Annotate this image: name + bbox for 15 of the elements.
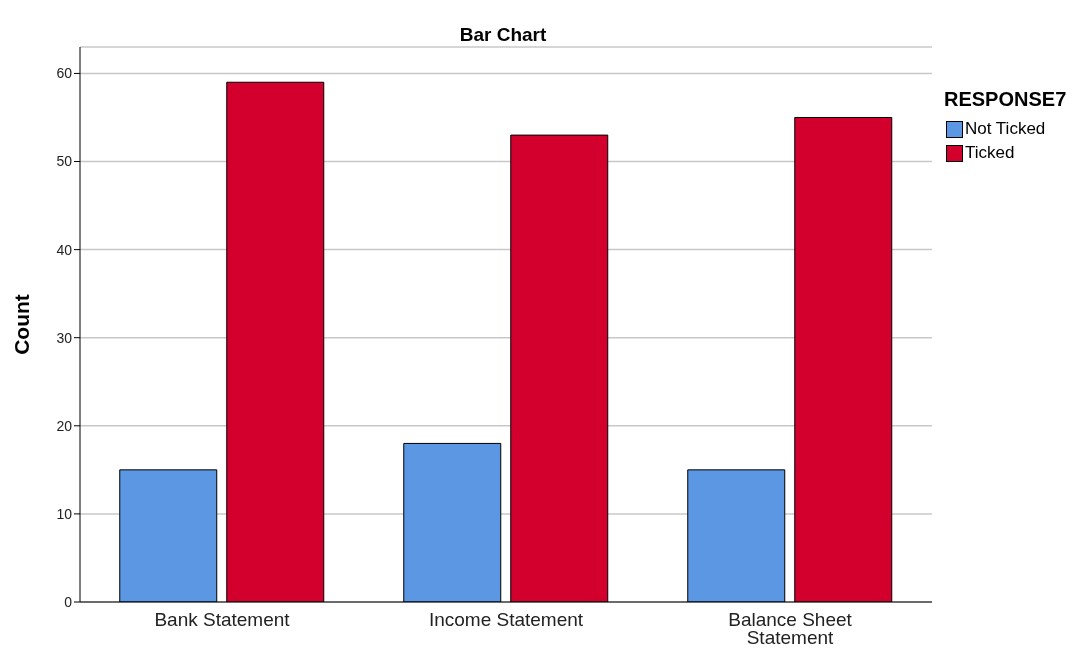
y-tick-label: 60 [56,65,73,82]
x-tick-label: Income Statement [428,609,584,630]
legend-title: RESPONSE7 [944,88,1067,111]
legend-label: Ticked [964,142,1016,164]
y-tick-label: 50 [56,153,73,170]
x-tick-label: Bank Statement [154,609,291,630]
chart-title: Bar Chart [458,24,548,46]
y-tick-label: 10 [56,505,73,522]
y-tick-label: 0 [64,593,73,610]
y-tick-label: 30 [56,329,73,346]
y-axis-title: Count [10,294,34,355]
y-tick-label: 20 [56,417,73,434]
y-tick-label: 40 [56,241,73,258]
legend-label: Not Ticked [964,118,1047,140]
x-tick-label: Balance Sheet Statement [728,609,853,648]
